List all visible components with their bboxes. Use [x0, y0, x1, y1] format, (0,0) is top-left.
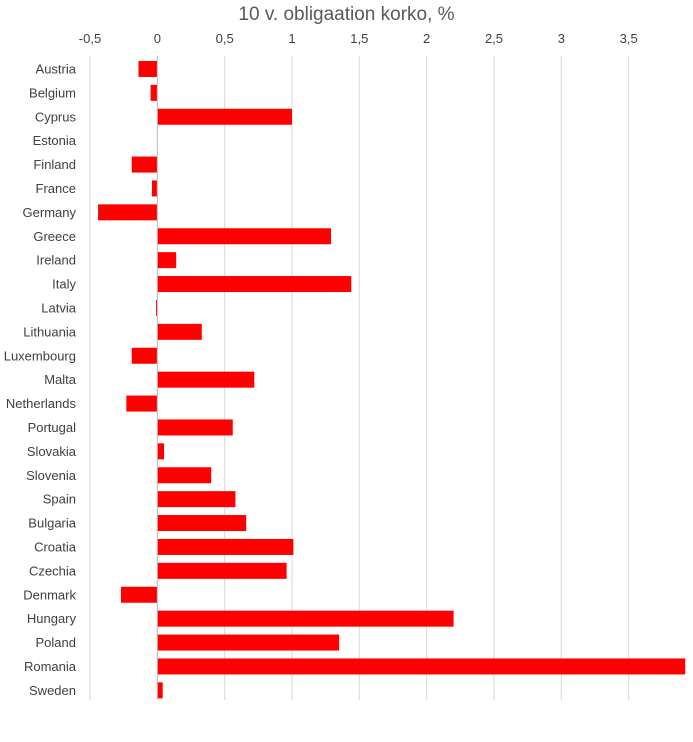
x-tick-label: 0 [154, 31, 161, 46]
category-label: Hungary [27, 611, 77, 626]
category-label: Poland [36, 635, 76, 650]
category-label: Bulgaria [28, 516, 76, 531]
category-label: Germany [23, 205, 77, 220]
category-label: Italy [52, 277, 76, 292]
category-label: Slovakia [27, 444, 77, 459]
category-label: Portugal [28, 420, 77, 435]
category-label: Cyprus [35, 109, 77, 124]
bar [157, 443, 165, 460]
x-tick-label: 0,5 [216, 31, 234, 46]
category-label: Malta [44, 372, 77, 387]
category-label: Finland [33, 157, 76, 172]
bar [157, 323, 202, 340]
bar [157, 682, 163, 699]
x-tick-label: 1,5 [350, 31, 368, 46]
category-label: Denmark [23, 587, 76, 602]
bar [157, 610, 454, 627]
bar [138, 60, 158, 77]
category-label: Croatia [34, 539, 77, 554]
x-tick-label: -0,5 [79, 31, 101, 46]
bar [131, 347, 158, 364]
bar [157, 467, 212, 484]
x-tick-label: 3 [558, 31, 565, 46]
bar [157, 562, 287, 579]
x-tick-label: 1 [288, 31, 295, 46]
bar [157, 252, 177, 269]
bar [157, 108, 292, 125]
category-label: Latvia [41, 300, 76, 315]
category-label: Greece [33, 229, 76, 244]
bar [131, 156, 158, 173]
category-label: Belgium [29, 85, 76, 100]
bar [157, 419, 233, 436]
category-label: Sweden [29, 683, 76, 698]
category-label: Ireland [36, 253, 76, 268]
category-label: Lithuania [23, 324, 77, 339]
bar [151, 180, 158, 197]
bar [120, 586, 158, 603]
category-label: France [36, 181, 76, 196]
bar [157, 658, 686, 675]
x-tick-label: 2,5 [485, 31, 503, 46]
category-label: Romania [24, 659, 77, 674]
x-tick-label: 3,5 [620, 31, 638, 46]
bar [157, 371, 255, 388]
chart-title: 10 v. obligaation korko, % [238, 4, 455, 25]
bar [157, 538, 294, 555]
category-label: Slovenia [26, 468, 77, 483]
bar [157, 515, 247, 532]
bar [157, 276, 352, 293]
category-label: Luxembourg [4, 348, 76, 363]
bar [155, 299, 158, 316]
bar [98, 204, 158, 221]
bar [157, 491, 236, 508]
x-tick-label: 2 [423, 31, 430, 46]
category-label: Netherlands [6, 396, 77, 411]
bar [150, 84, 158, 101]
bar [126, 395, 158, 412]
category-label: Spain [43, 492, 76, 507]
bar [157, 634, 340, 651]
bar [157, 228, 332, 245]
category-label: Austria [36, 61, 77, 76]
category-label: Czechia [29, 563, 77, 578]
category-label: Estonia [33, 133, 77, 148]
